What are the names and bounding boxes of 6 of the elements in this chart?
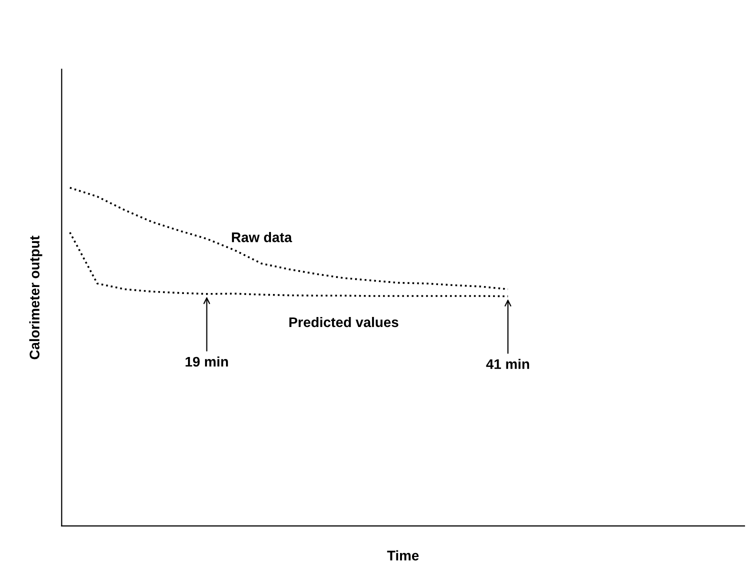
series-label: Predicted values (289, 316, 398, 328)
x-axis-title: Time (387, 550, 419, 560)
series-label: Raw data (232, 232, 292, 242)
annotation: 41 min (486, 358, 530, 369)
y-axis-title: Calorimeter output (29, 236, 42, 360)
annotation: 19 min (186, 356, 228, 367)
